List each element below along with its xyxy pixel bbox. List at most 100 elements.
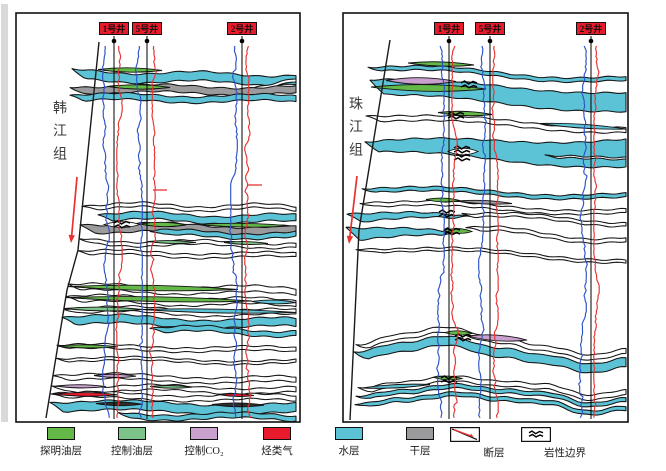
log-curve-blue bbox=[436, 45, 445, 418]
strat-lens-purple bbox=[385, 77, 457, 85]
strat-band bbox=[117, 411, 297, 423]
lithologic-boundary-symbol bbox=[438, 209, 456, 218]
zhujiang-panel-group bbox=[342, 12, 629, 423]
strat-lens-green1 bbox=[139, 221, 187, 228]
legend-label: 干层 bbox=[409, 446, 431, 457]
strat-band bbox=[355, 246, 627, 264]
strat-lens-purple bbox=[93, 373, 137, 378]
strat-band bbox=[69, 91, 297, 105]
strat-lens-green1 bbox=[197, 222, 291, 228]
strat-band bbox=[465, 225, 627, 245]
strat-lens-cyan bbox=[251, 299, 297, 305]
well-label-zhujiang-1: 1号井 bbox=[434, 22, 464, 35]
strat-band bbox=[544, 154, 627, 161]
legend-item-controlled-oil: 控制油层 bbox=[88, 427, 176, 458]
lithologic-boundary-symbol bbox=[460, 80, 478, 89]
legend-label: 水层 bbox=[338, 446, 360, 457]
legend-item-water-layer: 水层 bbox=[305, 427, 393, 458]
legend-item-lithologic-boundary: 岩性边界 bbox=[521, 427, 609, 460]
controlled-oil-swatch bbox=[118, 427, 146, 440]
strat-band bbox=[361, 185, 627, 201]
wellhead-dot bbox=[487, 38, 493, 44]
legend-label: 断层 bbox=[483, 448, 505, 459]
well-track-zhujiang-1 bbox=[477, 36, 499, 419]
strat-band bbox=[149, 324, 297, 339]
wellhead-dot bbox=[111, 38, 117, 44]
log-curve-red bbox=[148, 45, 157, 419]
strat-lens-green2 bbox=[147, 240, 197, 244]
water-layer-swatch bbox=[335, 427, 363, 440]
strat-lens-green1 bbox=[56, 344, 119, 349]
log-curve-red bbox=[243, 45, 252, 419]
strat-band bbox=[61, 313, 297, 330]
well-track-zhujiang-2 bbox=[578, 36, 600, 419]
legend-item-controlled-co2: 控制CO₂ bbox=[160, 427, 248, 458]
strat-lens-cyan bbox=[539, 122, 627, 130]
controlled-co2-swatch bbox=[190, 427, 218, 440]
lithologic-boundary-symbol bbox=[453, 153, 471, 162]
log-curve-blue bbox=[477, 45, 487, 419]
log-curve-red bbox=[115, 46, 123, 418]
legend-label: 烃类气 bbox=[261, 446, 293, 457]
wellhead-dot bbox=[239, 38, 245, 44]
log-curve-blue bbox=[135, 45, 143, 419]
fault-line bbox=[45, 41, 100, 419]
log-curve-red bbox=[491, 45, 499, 418]
strat-lens-green1 bbox=[67, 284, 239, 292]
well-label-zhujiang-2: 2号井 bbox=[576, 22, 606, 35]
strat-lens-gray bbox=[457, 199, 513, 205]
strat-band bbox=[55, 355, 297, 366]
dry-layer-swatch bbox=[406, 427, 434, 440]
log-curve-blue bbox=[229, 46, 238, 418]
log-curve-red bbox=[450, 45, 459, 418]
formation-label-hanjiang: 韩江组 bbox=[51, 100, 66, 169]
strat-band bbox=[355, 382, 627, 408]
fault-arrow bbox=[70, 176, 78, 238]
well-track-hanjiang-1 bbox=[135, 36, 167, 419]
lithologic-boundary-icon bbox=[521, 427, 580, 442]
well-track-hanjiang-2 bbox=[229, 36, 262, 419]
legend: 探明油层 控制油层 控制CO₂ 烃类气 水层 干层 断层 岩性边界 bbox=[0, 427, 666, 467]
wellhead-dot bbox=[588, 38, 594, 44]
strat-band bbox=[461, 211, 627, 228]
log-curve-blue bbox=[578, 45, 588, 419]
fault-arrow-head bbox=[346, 235, 354, 244]
well-label-hanjiang-5: 5号井 bbox=[132, 22, 162, 35]
proven-oil-swatch bbox=[47, 427, 75, 440]
strat-band bbox=[149, 228, 297, 241]
strat-band bbox=[354, 391, 627, 416]
well-track-hanjiang-0 bbox=[102, 36, 123, 419]
strat-lens-green2 bbox=[223, 241, 269, 245]
fault-line bbox=[349, 39, 391, 421]
log-curve-red bbox=[593, 45, 600, 418]
lithologic-boundary-symbol bbox=[113, 220, 131, 229]
legend-label: 控制CO₂ bbox=[184, 446, 224, 457]
well-label-zhujiang-5: 5号井 bbox=[475, 22, 505, 35]
strat-lens-cyan bbox=[361, 383, 431, 389]
strat-lens-green1 bbox=[407, 61, 475, 67]
legend-item-proven-oil: 探明油层 bbox=[17, 427, 105, 458]
wellhead-dot bbox=[446, 38, 452, 44]
legend-label: 岩性边界 bbox=[544, 448, 586, 459]
scan-edge-artifact bbox=[1, 4, 8, 422]
strat-lens-green1 bbox=[65, 296, 253, 303]
strat-lens-red bbox=[219, 393, 255, 397]
well-label-hanjiang-2: 2号井 bbox=[227, 22, 257, 35]
formation-label-zhujiang: 珠江组 bbox=[347, 96, 362, 165]
well-label-hanjiang-1: 1号井 bbox=[99, 22, 129, 35]
lithologic-boundary-symbol bbox=[447, 111, 465, 120]
legend-label: 探明油层 bbox=[40, 446, 82, 457]
legend-item-hydrocarbon-gas: 烃类气 bbox=[233, 427, 321, 458]
strat-lens-cyan bbox=[141, 308, 297, 314]
strat-band bbox=[367, 64, 627, 84]
hydrocarbon-gas-swatch bbox=[263, 427, 291, 440]
legend-item-fault: 断层 bbox=[450, 427, 538, 460]
wellhead-dot bbox=[144, 38, 150, 44]
strat-lens-green1 bbox=[370, 84, 487, 92]
strat-lens-purple bbox=[467, 334, 528, 342]
legend-label: 控制油层 bbox=[111, 446, 153, 457]
hanjiang-panel-group bbox=[15, 12, 301, 423]
fault-arrow-head bbox=[68, 234, 75, 243]
